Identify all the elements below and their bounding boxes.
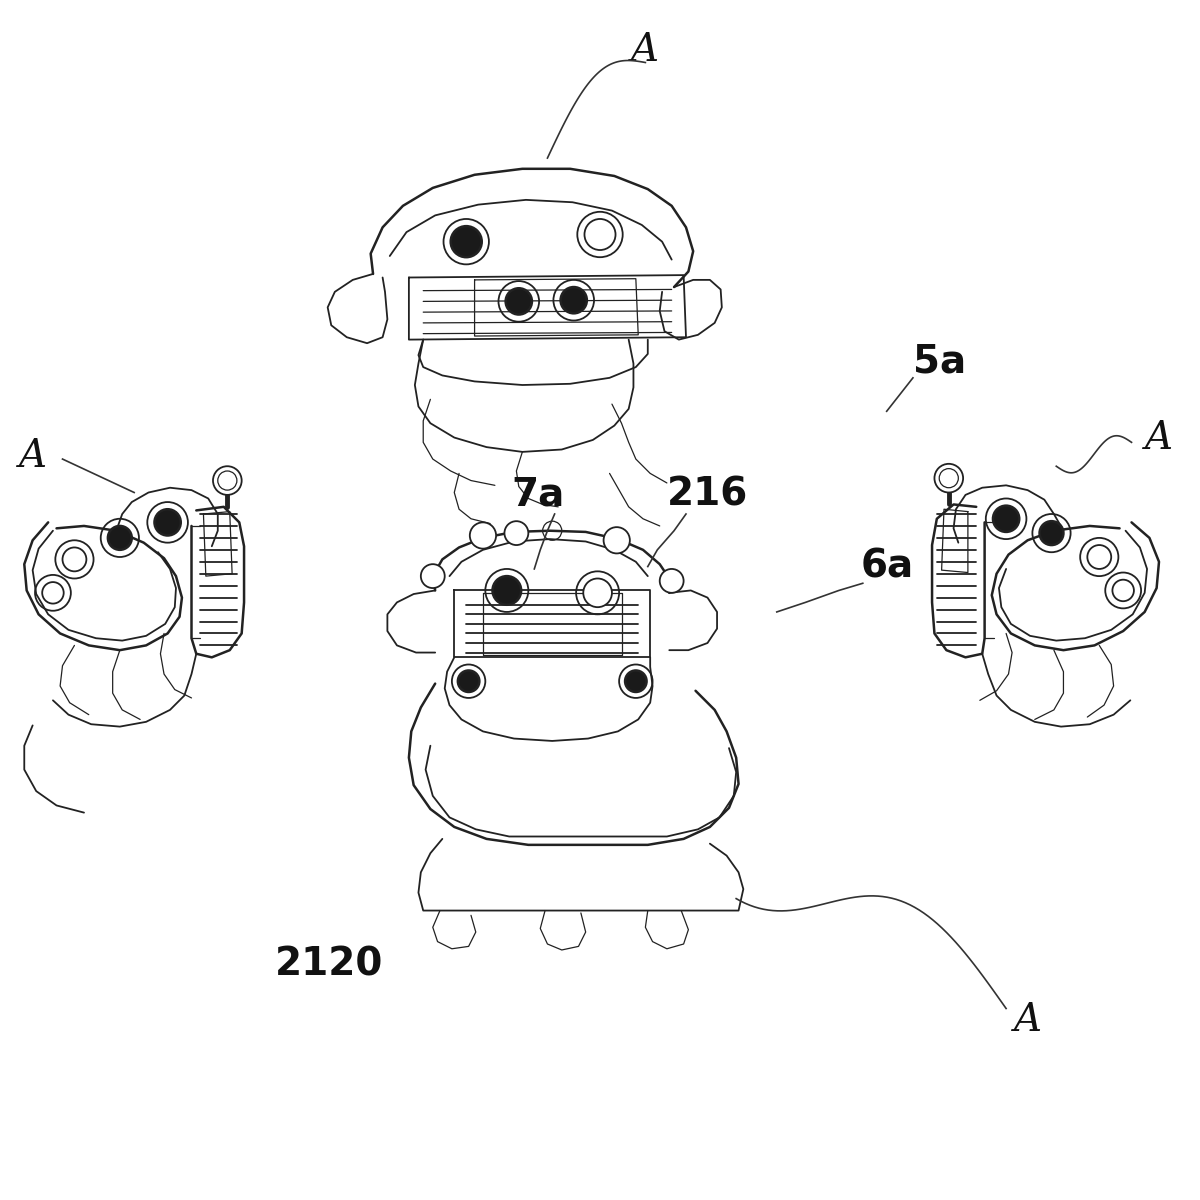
Circle shape [42,582,64,604]
Circle shape [155,509,181,535]
Text: 6a: 6a [860,547,913,586]
Circle shape [505,288,532,314]
Circle shape [421,564,445,588]
Circle shape [458,671,479,692]
Circle shape [62,547,86,571]
Text: A: A [1014,1002,1042,1039]
Circle shape [935,464,964,492]
Circle shape [504,521,528,545]
Text: 7a: 7a [511,476,564,514]
Text: 216: 216 [667,476,748,514]
Circle shape [451,226,481,257]
Circle shape [492,576,521,605]
Circle shape [583,578,612,607]
Circle shape [1087,545,1111,569]
Text: A: A [1145,420,1174,457]
Circle shape [214,467,241,494]
Text: 2120: 2120 [275,946,384,983]
Text: A: A [18,438,47,475]
Circle shape [625,671,647,692]
Circle shape [108,526,132,550]
Circle shape [992,505,1019,532]
Circle shape [660,569,684,593]
Text: 5a: 5a [913,342,966,380]
Circle shape [604,527,630,553]
Circle shape [470,522,496,548]
Circle shape [584,218,616,250]
Text: A: A [631,32,660,70]
Circle shape [560,287,587,313]
Circle shape [1112,580,1134,601]
Circle shape [1039,521,1063,545]
